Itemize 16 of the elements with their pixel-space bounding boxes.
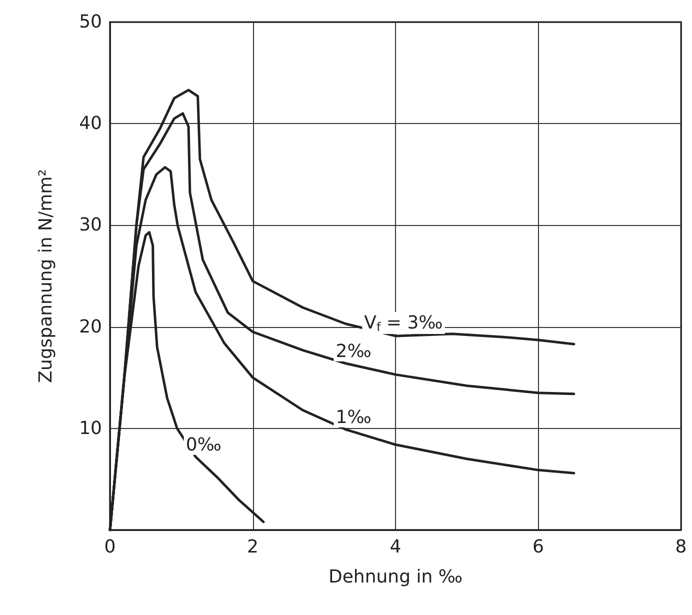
- y-axis-title: Zugspannung in N/mm²: [36, 169, 56, 383]
- y-tick-label: 40: [79, 113, 102, 134]
- y-tick-label: 20: [79, 316, 102, 338]
- x-tick-label: 6: [532, 536, 544, 558]
- y-tick-label: 10: [79, 418, 102, 439]
- series-label: 0‰: [186, 434, 222, 456]
- series-label: 2‰: [336, 340, 372, 362]
- x-axis-title: Dehnung in ‰: [328, 566, 462, 588]
- x-tick-label: 0: [104, 536, 116, 558]
- x-tick-label: 4: [390, 536, 402, 558]
- x-tick-label: 8: [675, 536, 687, 558]
- y-tick-label: 30: [79, 214, 102, 236]
- y-tick-label: 50: [79, 12, 102, 32]
- series-label: 1‰: [336, 406, 372, 428]
- series-label: Vf = 3‰: [364, 312, 443, 334]
- x-tick-label: 2: [247, 536, 258, 558]
